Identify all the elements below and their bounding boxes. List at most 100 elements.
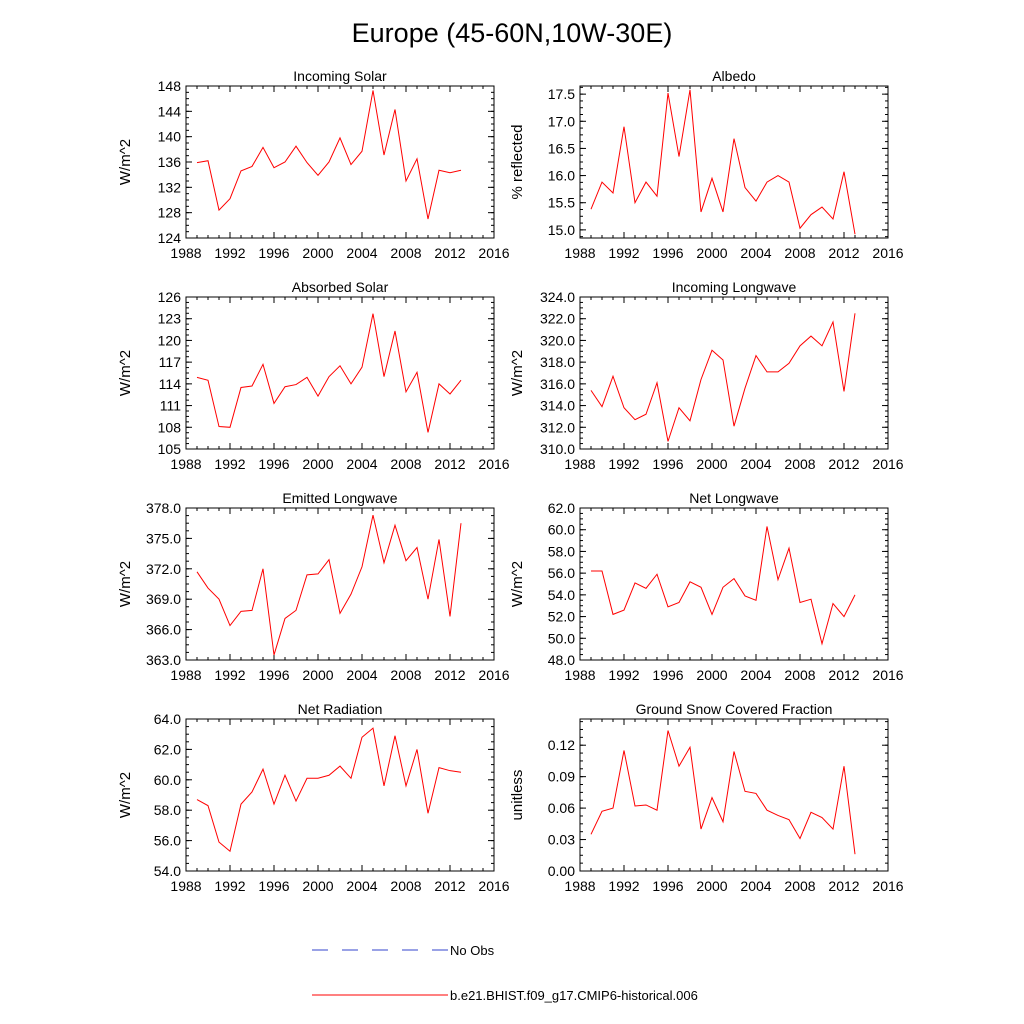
x-tick-label: 1988 xyxy=(170,456,201,472)
x-tick-label: 1992 xyxy=(214,667,245,683)
panel-incoming-solar: Incoming Solar 1988 1992 1996 2000 2004 2008 20… xyxy=(117,68,510,261)
x-tick-label: 2004 xyxy=(740,245,771,261)
x-tick-label: 2000 xyxy=(696,245,727,261)
y-tick-label: 128 xyxy=(158,205,182,221)
y-tick-label: 60.0 xyxy=(154,772,181,788)
x-tick-label: 1996 xyxy=(258,667,289,683)
y-tick-label: 0.03 xyxy=(548,832,575,848)
y-tick-label: 108 xyxy=(158,419,182,435)
x-tick-label: 2004 xyxy=(346,456,377,472)
y-tick-label: 124 xyxy=(158,230,182,246)
y-axis-label: W/m^2 xyxy=(509,561,526,607)
y-tick-label: 310.0 xyxy=(540,441,575,457)
y-tick-label: 0.09 xyxy=(548,769,575,785)
series-line xyxy=(591,526,856,646)
x-tick-label: 1988 xyxy=(170,245,201,261)
x-tick-label: 2000 xyxy=(302,667,333,683)
x-tick-label: 2008 xyxy=(784,878,815,894)
y-tick-label: 58.0 xyxy=(548,543,575,559)
panel-title: Emitted Longwave xyxy=(282,490,397,506)
x-tick-label: 1992 xyxy=(608,245,639,261)
y-tick-label: 322.0 xyxy=(540,311,575,327)
x-tick-label: 2008 xyxy=(390,245,421,261)
y-tick-label: 111 xyxy=(160,398,181,414)
x-tick-label: 2000 xyxy=(696,456,727,472)
x-tick-label: 2000 xyxy=(302,456,333,472)
x-tick-label: 2008 xyxy=(390,667,421,683)
x-tick-label: 2008 xyxy=(784,456,815,472)
panel-absorbed-solar: Absorbed Solar 1988 1992 1996 2000 2004 2008 20… xyxy=(117,279,510,472)
x-tick-label: 1996 xyxy=(258,245,289,261)
series-line xyxy=(196,514,462,656)
x-tick-label: 1992 xyxy=(214,878,245,894)
y-tick-label: 375.0 xyxy=(146,530,181,546)
panel-emitted-longwave: Emitted Longwave 1988 1992 1996 2000 2004 2008… xyxy=(117,490,510,683)
y-tick-label: 105 xyxy=(158,441,182,457)
y-tick-label: 17.5 xyxy=(548,86,575,102)
y-tick-label: 132 xyxy=(158,179,182,195)
x-tick-label: 2004 xyxy=(740,878,771,894)
panel-albedo: Albedo 1988 1992 1996 2000 2004 2008 2012 2016 15… xyxy=(509,68,904,261)
series-line xyxy=(196,727,462,853)
x-tick-label: 2004 xyxy=(740,456,771,472)
x-tick-label: 1996 xyxy=(258,878,289,894)
y-tick-label: 0.06 xyxy=(548,800,575,816)
x-tick-label: 1992 xyxy=(608,456,639,472)
y-tick-label: 312.0 xyxy=(540,419,575,435)
x-tick-label: 2000 xyxy=(696,878,727,894)
series-line xyxy=(196,90,462,220)
panel-grid: Incoming Solar 1988 1992 1996 2000 2004 2008 20… xyxy=(117,68,904,894)
x-tick-label: 1992 xyxy=(608,667,639,683)
x-tick-label: 1988 xyxy=(564,667,595,683)
x-tick-label: 2008 xyxy=(784,245,815,261)
x-tick-label: 1988 xyxy=(564,456,595,472)
y-axis-label: % reflected xyxy=(509,124,526,199)
x-tick-label: 1996 xyxy=(652,878,683,894)
x-tick-label: 2012 xyxy=(828,456,859,472)
y-tick-label: 140 xyxy=(158,129,182,145)
y-tick-label: 16.0 xyxy=(548,168,575,184)
y-tick-label: 114 xyxy=(159,376,182,392)
x-tick-label: 2016 xyxy=(872,878,903,894)
x-tick-label: 2008 xyxy=(390,456,421,472)
x-tick-label: 1992 xyxy=(214,456,245,472)
y-tick-label: 378.0 xyxy=(146,500,181,516)
y-tick-label: 54.0 xyxy=(548,587,575,603)
x-tick-label: 1988 xyxy=(564,245,595,261)
x-tick-label: 2016 xyxy=(872,245,903,261)
y-tick-label: 316.0 xyxy=(540,376,575,392)
x-tick-label: 2016 xyxy=(872,456,903,472)
x-tick-label: 2008 xyxy=(390,878,421,894)
x-tick-label: 2004 xyxy=(346,878,377,894)
x-tick-label: 1992 xyxy=(608,878,639,894)
y-tick-label: 363.0 xyxy=(146,652,181,668)
panel-title: Net Longwave xyxy=(689,490,779,506)
panel-net-longwave: Net Longwave 1988 1992 1996 2000 2004 2008 2012… xyxy=(509,490,904,683)
x-tick-label: 1992 xyxy=(214,245,245,261)
legend: No Obs b.e21.BHIST.f09_g17.CMIP6-histori… xyxy=(312,943,698,1003)
y-tick-label: 64.0 xyxy=(154,711,181,727)
y-tick-label: 318.0 xyxy=(540,354,575,370)
x-tick-label: 2016 xyxy=(478,667,509,683)
plot-frame xyxy=(579,85,889,239)
x-tick-label: 1996 xyxy=(652,245,683,261)
y-axis-label: W/m^2 xyxy=(509,350,526,396)
y-tick-label: 136 xyxy=(158,154,182,170)
plot-frame xyxy=(579,507,889,661)
y-tick-label: 148 xyxy=(158,78,182,94)
x-tick-label: 2012 xyxy=(828,878,859,894)
y-tick-label: 123 xyxy=(158,311,182,327)
y-tick-label: 117 xyxy=(159,354,182,370)
panel-net-radiation: Net Radiation 1988 1992 1996 2000 2004 2008 201… xyxy=(117,701,510,894)
y-tick-label: 144 xyxy=(158,103,182,119)
y-axis-label: W/m^2 xyxy=(117,772,134,818)
panel-title: Ground Snow Covered Fraction xyxy=(636,701,833,717)
series-line xyxy=(196,313,462,433)
x-tick-label: 2004 xyxy=(740,667,771,683)
y-tick-label: 16.5 xyxy=(548,140,575,156)
plot-frame xyxy=(185,296,495,450)
panel-title: Incoming Solar xyxy=(293,68,387,84)
x-tick-label: 2012 xyxy=(434,456,465,472)
y-tick-label: 54.0 xyxy=(154,863,181,879)
y-tick-label: 15.0 xyxy=(548,222,575,238)
